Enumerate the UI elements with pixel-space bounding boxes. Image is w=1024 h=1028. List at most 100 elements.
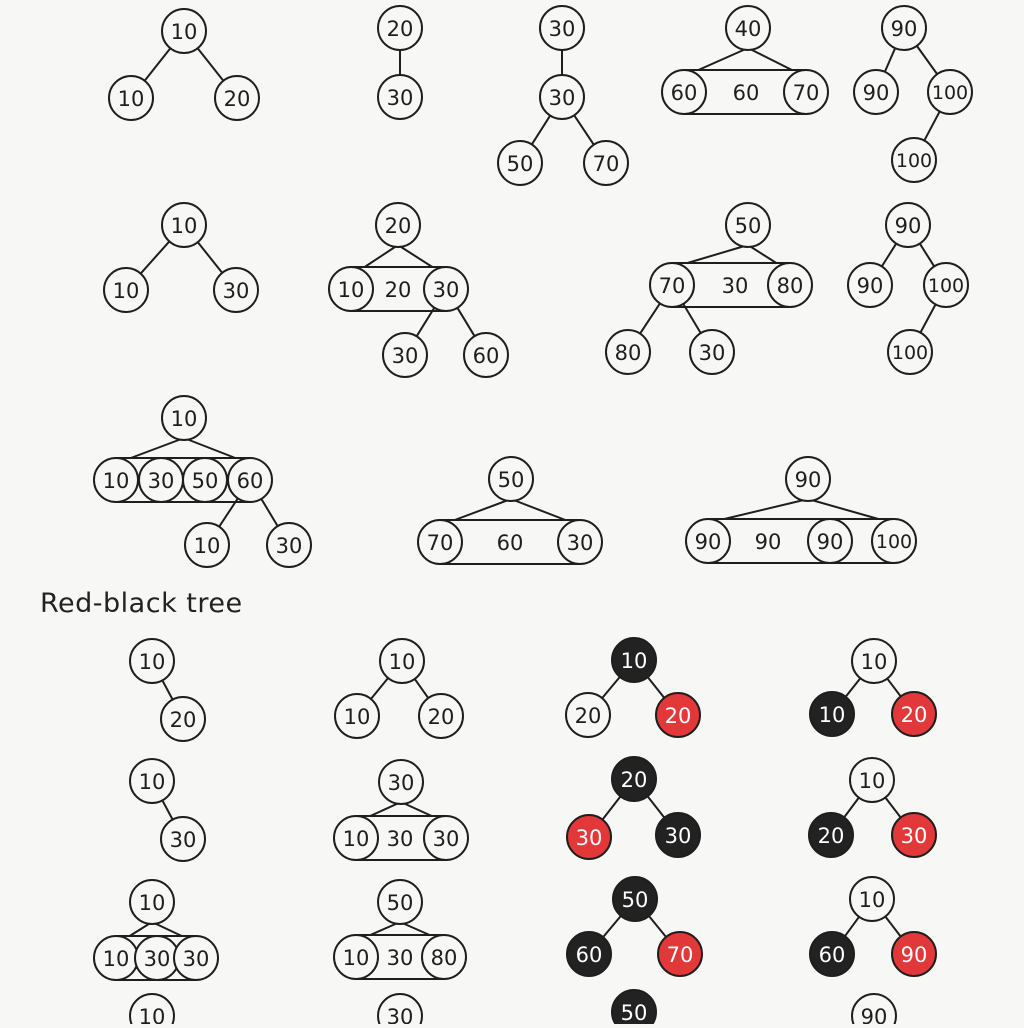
node-circle [557, 519, 603, 565]
tree-node: 60 [566, 931, 612, 977]
tree-node: 10 [611, 637, 657, 683]
node-circle [767, 262, 813, 308]
node-label: 10 [171, 214, 198, 238]
tree-edge [923, 110, 941, 142]
tree-node: 90 [881, 5, 927, 51]
tree-edge [369, 677, 390, 700]
node-label: 90 [755, 530, 782, 554]
tree-t7: 20 10 20 30 30 60 [328, 202, 509, 378]
tree-edge [919, 303, 937, 334]
tree-r1c1: 10 20 [129, 638, 206, 742]
tree-r4c2: 30 [377, 993, 423, 1028]
node-circle [213, 267, 259, 313]
node-circle [783, 69, 829, 115]
tree-node: 10 [328, 266, 374, 312]
node-label: 90 [795, 468, 822, 492]
tree-node: 90 [847, 262, 893, 308]
tree-edge [413, 677, 430, 700]
connector-triangle [695, 47, 795, 72]
tree-node: 90 [785, 456, 831, 502]
node-label: 20 [385, 278, 412, 302]
tree-node: 60 [733, 81, 760, 105]
tree-node: 30 [891, 812, 937, 858]
node-label: 20 [818, 824, 845, 848]
tree-node: 10 [161, 395, 207, 441]
tree-node: 10 [129, 993, 175, 1028]
tree-node: 10 [103, 267, 149, 313]
tree-node: 90 [685, 518, 731, 564]
tree-node: 70 [783, 69, 829, 115]
node-label: 60 [497, 531, 524, 555]
tree-node: 100 [871, 518, 917, 564]
tree-node: 60 [227, 457, 273, 503]
tree-node: 20 [418, 693, 464, 739]
node-label: 10 [139, 1005, 166, 1024]
tree-r1c3: 10 20 20 [565, 637, 701, 738]
node-label: 90 [895, 214, 922, 238]
multi-key-node [439, 519, 581, 565]
node-circle [885, 202, 931, 248]
node-label: 70 [793, 81, 820, 105]
node-label: 10 [389, 650, 416, 674]
node-label: 60 [819, 943, 846, 967]
node-label: 30 [223, 279, 250, 303]
node-label: 30 [144, 947, 171, 971]
tree-node: 60 [463, 332, 509, 378]
tree-node: 30 [423, 266, 469, 312]
tree-node: 10 [108, 75, 154, 121]
tree-edge [161, 679, 174, 701]
tree-edge [646, 795, 666, 819]
tree-r1c2: 10 10 20 [334, 638, 464, 739]
tree-t4: 40 60 60 70 [661, 5, 829, 115]
node-label: 30 [549, 17, 576, 41]
node-circle [227, 457, 273, 503]
tree-t10: 10 10 30 50 60 10 30 [93, 395, 312, 568]
node-label: 100 [876, 531, 912, 553]
tree-node: 30 [539, 5, 585, 51]
tree-edge [682, 302, 702, 335]
tree-node: 70 [657, 931, 703, 977]
tree-node: 90 [807, 518, 853, 564]
node-label: 80 [615, 341, 642, 365]
node-label: 10 [819, 703, 846, 727]
node-circle [923, 262, 969, 308]
tree-node: 50 [725, 202, 771, 248]
tree-edge [647, 915, 668, 938]
node-circle [377, 879, 423, 925]
node-label: 20 [575, 704, 602, 728]
tree-node: 10 [184, 522, 230, 568]
node-circle [853, 69, 899, 115]
node-circle [161, 202, 207, 248]
tree-node: 20 [808, 812, 854, 858]
tree-node: 20 [377, 5, 423, 51]
node-circle [382, 332, 428, 378]
node-circle [417, 519, 463, 565]
node-circle [497, 140, 543, 186]
tree-node: 100 [891, 137, 937, 183]
node-circle [661, 69, 707, 115]
tree-node: 50 [182, 457, 228, 503]
tree-node: 30 [382, 332, 428, 378]
node-label: 10 [113, 279, 140, 303]
tree-node: 90 [853, 69, 899, 115]
node-label: 100 [892, 342, 928, 364]
node-circle [214, 75, 260, 121]
red-node-circle [891, 691, 937, 737]
tree-node: 100 [923, 262, 969, 308]
node-label: 60 [237, 469, 264, 493]
node-label: 50 [498, 468, 525, 492]
tree-node: 10 [129, 638, 175, 684]
node-label: 10 [171, 20, 198, 44]
node-circle [129, 758, 175, 804]
node-label: 90 [891, 17, 918, 41]
node-circle [649, 262, 695, 308]
tree-edge [530, 114, 552, 146]
connector-triangle [683, 244, 779, 265]
tree-node: 90 [755, 530, 782, 554]
node-circle [423, 815, 469, 861]
node-label: 10 [621, 649, 648, 673]
red-node-circle [891, 812, 937, 858]
node-circle [108, 75, 154, 121]
node-label: 10 [139, 770, 166, 794]
